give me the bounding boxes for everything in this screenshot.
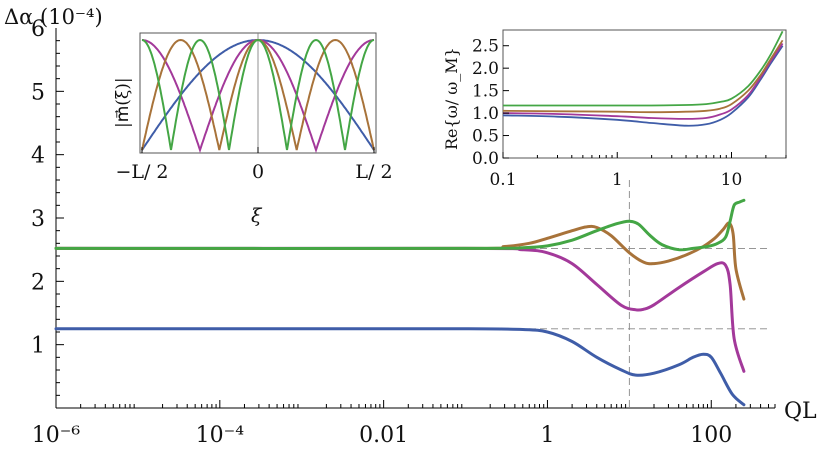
- inset-left-x-tick-label: L/ 2: [355, 161, 392, 183]
- main-y-ticks: 1 2 3 4 5 6: [31, 17, 64, 409]
- inset-right-x-tick-label: 1: [612, 170, 623, 190]
- series-line-brown: [54, 221, 746, 301]
- series-line-blue: [54, 327, 746, 407]
- x-tick-label: 10⁻⁴: [196, 423, 245, 448]
- main-series-group: [54, 198, 746, 407]
- main-x-ticks: 10⁻⁶ 10⁻⁴ 0.01 1 100: [32, 400, 776, 448]
- x-tick-label: 100: [690, 423, 732, 448]
- inset-right-y-ticks: 0.00.5 1.01.5 2.02.5: [472, 37, 509, 169]
- main-x-label: QL: [784, 399, 817, 424]
- inset-right-series-group: [502, 30, 784, 127]
- inset-right-line-green: [502, 30, 784, 107]
- series-line-green: [54, 198, 746, 252]
- inset-left-x-ticks: −L/ 2 0 L/ 2: [115, 147, 393, 183]
- reference-lines: [56, 180, 770, 408]
- inset-right-y-tick-label: 1.5: [472, 82, 499, 102]
- inset-left: −L/ 2 0 L/ 2 |m⃗(ξ)| ξ: [113, 32, 393, 227]
- y-tick-label: 5: [31, 80, 45, 105]
- inset-right-line-magenta: [502, 43, 784, 120]
- x-tick-label: 1: [540, 423, 554, 448]
- main-y-label: Δα (10⁻⁴): [4, 5, 103, 29]
- x-tick-label: 0.01: [359, 423, 408, 448]
- y-tick-label: 3: [31, 207, 45, 232]
- inset-right-x-tick-label: 10: [721, 170, 743, 190]
- inset-right-y-tick-label: 1.0: [472, 104, 499, 124]
- series-line-magenta: [54, 246, 746, 373]
- y-tick-label: 6: [31, 17, 45, 42]
- inset-right-y-tick-label: 0.5: [472, 127, 499, 147]
- inset-left-x-tick-label: 0: [252, 161, 264, 183]
- y-tick-label: 4: [31, 144, 45, 169]
- inset-left-x-label: ξ: [251, 205, 263, 227]
- inset-right-line-brown: [502, 39, 784, 114]
- inset-right-y-label: Re{ω/ ω_M}: [442, 47, 461, 150]
- inset-left-series-group: [141, 38, 375, 154]
- x-tick-label: 10⁻⁶: [32, 423, 81, 448]
- inset-right: 0.1 1 10 0.00.5 1.01.5 2.02.5 Re{ω/ ω_M}: [442, 29, 787, 190]
- y-tick-label: 2: [31, 270, 45, 295]
- inset-left-x-tick-label: −L/ 2: [115, 161, 168, 183]
- inset-right-y-tick-label: 0.0: [472, 149, 499, 169]
- inset-right-y-tick-label: 2.0: [472, 59, 499, 79]
- inset-left-line-green: [141, 38, 375, 151]
- y-tick-label: 1: [31, 334, 45, 359]
- inset-right-line-blue: [502, 45, 784, 127]
- inset-right-x-tick-label: 0.1: [489, 170, 516, 190]
- inset-right-y-tick-label: 2.5: [472, 37, 499, 57]
- inset-right-x-ticks: 0.1 1 10: [489, 152, 787, 190]
- inset-left-y-label: |m⃗(ξ)|: [113, 77, 133, 128]
